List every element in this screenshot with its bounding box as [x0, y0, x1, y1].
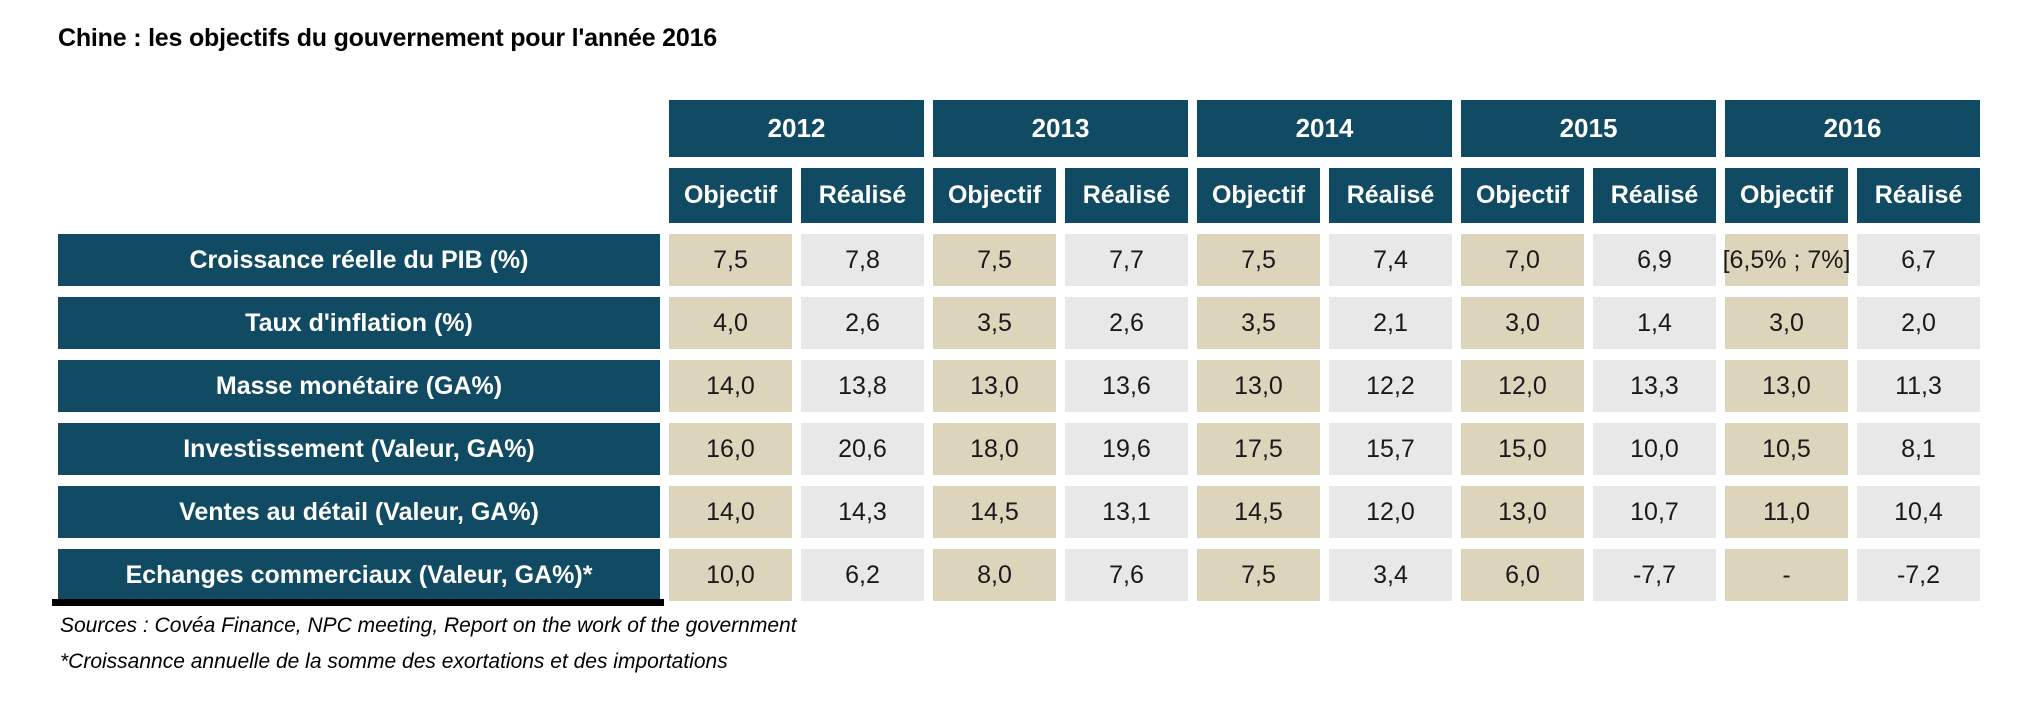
subheader-realise: Réalisé — [801, 168, 924, 223]
table-cell: 12,2 — [1329, 360, 1452, 412]
table-cell: 3,0 — [1461, 297, 1584, 349]
table-cell: 14,5 — [933, 486, 1056, 538]
table-bottom-rule — [52, 599, 664, 606]
table-cell: 13,3 — [1593, 360, 1716, 412]
table-cell: 3,5 — [1197, 297, 1320, 349]
subheader-realise: Réalisé — [1065, 168, 1188, 223]
table-cell: 13,8 — [801, 360, 924, 412]
table-cell: 13,0 — [933, 360, 1056, 412]
year-header-2016: 2016 — [1725, 100, 1980, 157]
table-cell: -7,2 — [1857, 549, 1980, 601]
year-header-2014: 2014 — [1197, 100, 1452, 157]
table-cell: [6,5% ; 7%] — [1723, 234, 1850, 286]
table-cell: 15,0 — [1461, 423, 1584, 475]
year-header-2013: 2013 — [933, 100, 1188, 157]
table-cell: 7,8 — [801, 234, 924, 286]
table-cell: 2,6 — [1065, 297, 1188, 349]
table-cell: 12,0 — [1329, 486, 1452, 538]
table-cell: 7,5 — [669, 234, 792, 286]
subheader-objectif: Objectif — [669, 168, 792, 223]
table-cell: 2,1 — [1329, 297, 1452, 349]
subheader-objectif: Objectif — [1197, 168, 1320, 223]
table-cell: - — [1725, 549, 1848, 601]
table-cell: 7,5 — [1197, 549, 1320, 601]
table-cell: 14,0 — [669, 486, 792, 538]
subheader-realise: Réalisé — [1329, 168, 1452, 223]
footnote: *Croissannce annuelle de la somme des ex… — [60, 650, 728, 673]
subheader-realise: Réalisé — [1857, 168, 1980, 223]
table-cell: 2,0 — [1857, 297, 1980, 349]
table-cell: 13,0 — [1725, 360, 1848, 412]
table-cell: 7,5 — [1197, 234, 1320, 286]
table-cell: 17,5 — [1197, 423, 1320, 475]
table-cell: 7,6 — [1065, 549, 1188, 601]
table-cell: 14,0 — [669, 360, 792, 412]
subheader-spacer — [58, 168, 660, 223]
year-header-2015: 2015 — [1461, 100, 1716, 157]
table-cell: 3,4 — [1329, 549, 1452, 601]
table-cell: 10,4 — [1857, 486, 1980, 538]
figure-title: Chine : les objectifs du gouvernement po… — [58, 24, 717, 52]
table-cell: 2,6 — [801, 297, 924, 349]
table-cell: 1,4 — [1593, 297, 1716, 349]
table-cell: 15,7 — [1329, 423, 1452, 475]
sources-note: Sources : Covéa Finance, NPC meeting, Re… — [60, 614, 797, 637]
table-cell: 11,3 — [1857, 360, 1980, 412]
table-cell: 11,0 — [1725, 486, 1848, 538]
table-cell: 7,0 — [1461, 234, 1584, 286]
table-cell: 8,0 — [933, 549, 1056, 601]
row-label: Masse monétaire (GA%) — [58, 360, 660, 412]
table-cell: -7,7 — [1593, 549, 1716, 601]
table-cell: 20,6 — [801, 423, 924, 475]
table-cell: 13,1 — [1065, 486, 1188, 538]
table-cell: 18,0 — [933, 423, 1056, 475]
table-cell: 4,0 — [669, 297, 792, 349]
table-cell: 8,1 — [1857, 423, 1980, 475]
table-cell: 7,4 — [1329, 234, 1452, 286]
table-cell: 6,7 — [1857, 234, 1980, 286]
table-cell: 13,0 — [1197, 360, 1320, 412]
row-label: Taux d'inflation (%) — [58, 297, 660, 349]
subheader-realise: Réalisé — [1593, 168, 1716, 223]
row-label: Croissance réelle du PIB (%) — [58, 234, 660, 286]
table-cell: 3,5 — [933, 297, 1056, 349]
table-cell: 6,2 — [801, 549, 924, 601]
objectives-table: 2012 2013 2014 2015 2016 Objectif Réalis… — [58, 100, 1980, 601]
table-cell: 10,5 — [1725, 423, 1848, 475]
year-header-2012: 2012 — [669, 100, 924, 157]
row-label: Echanges commerciaux (Valeur, GA%)* — [58, 549, 660, 601]
table-cell: 14,3 — [801, 486, 924, 538]
table-cell: 19,6 — [1065, 423, 1188, 475]
subheader-objectif: Objectif — [933, 168, 1056, 223]
table-cell: 6,0 — [1461, 549, 1584, 601]
table-cell: 10,7 — [1593, 486, 1716, 538]
table-cell: 10,0 — [1593, 423, 1716, 475]
table-cell: 7,5 — [933, 234, 1056, 286]
subheader-objectif: Objectif — [1725, 168, 1848, 223]
row-label: Ventes au détail (Valeur, GA%) — [58, 486, 660, 538]
table-cell: 3,0 — [1725, 297, 1848, 349]
subheader-objectif: Objectif — [1461, 168, 1584, 223]
table-cell: 6,9 — [1593, 234, 1716, 286]
header-corner-spacer — [58, 100, 660, 157]
table-cell: 16,0 — [669, 423, 792, 475]
row-label: Investissement (Valeur, GA%) — [58, 423, 660, 475]
table-cell: 13,6 — [1065, 360, 1188, 412]
table-cell: 13,0 — [1461, 486, 1584, 538]
table-cell: 7,7 — [1065, 234, 1188, 286]
table-cell: 12,0 — [1461, 360, 1584, 412]
table-cell: 14,5 — [1197, 486, 1320, 538]
table-cell: 10,0 — [669, 549, 792, 601]
